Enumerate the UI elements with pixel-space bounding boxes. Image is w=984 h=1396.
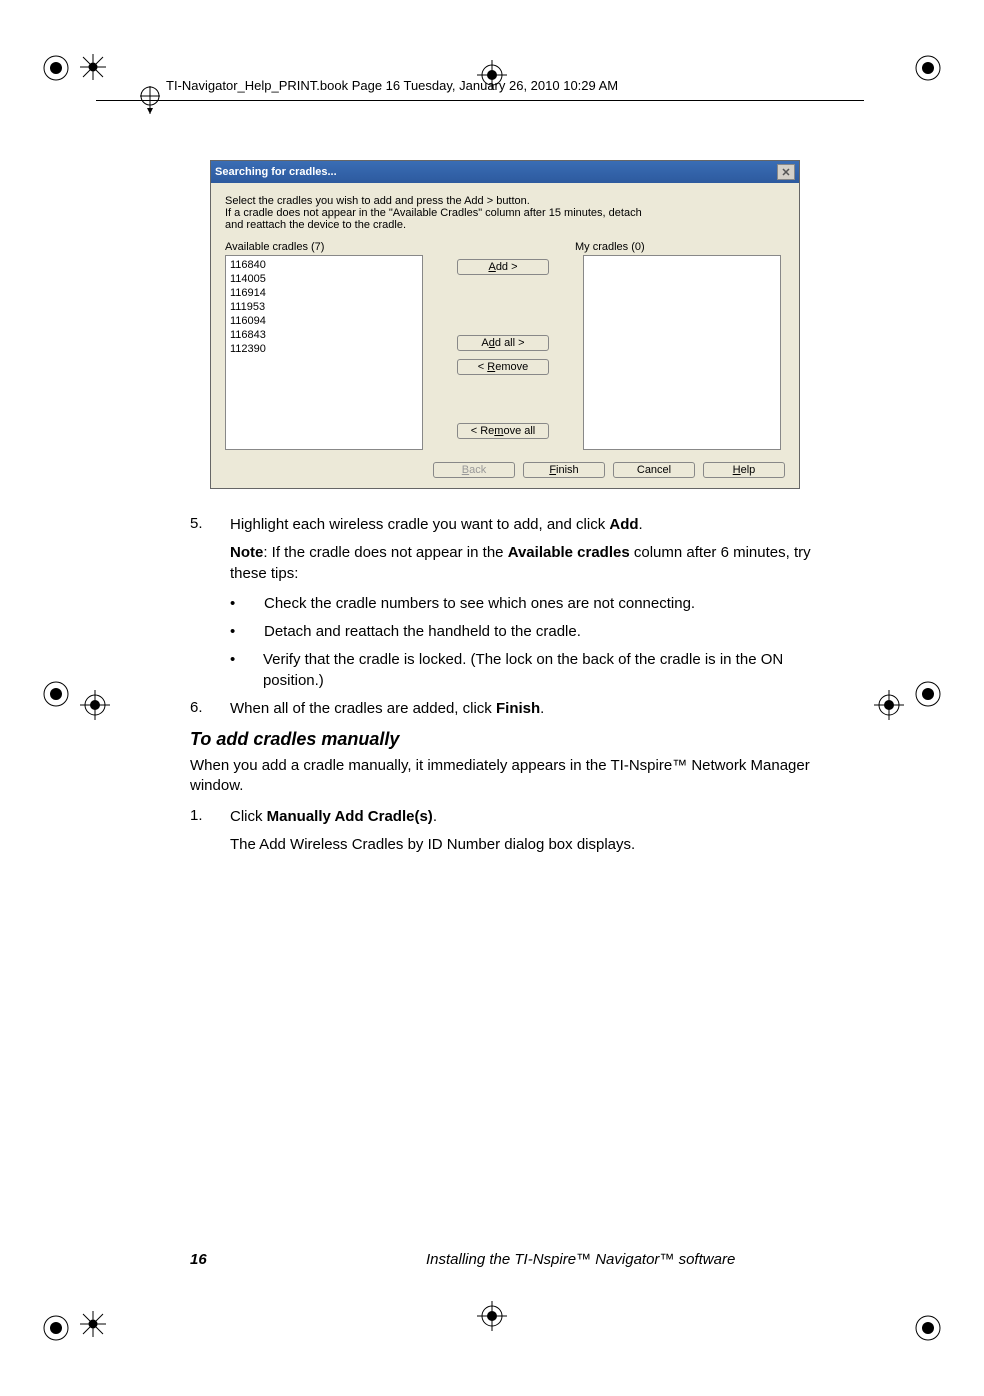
bullet-item: •Check the cradle numbers to see which o…	[230, 594, 830, 614]
dialog-titlebar: Searching for cradles... ✕	[211, 161, 799, 183]
add-all-button[interactable]: Add all >	[457, 335, 549, 351]
crosshair-left	[80, 690, 110, 725]
list-item[interactable]: 116914	[230, 286, 418, 300]
close-icon[interactable]: ✕	[777, 164, 795, 180]
registration-mark-bl	[42, 1314, 70, 1342]
list-item[interactable]: 111953	[230, 300, 418, 314]
body-paragraph: The Add Wireless Cradles by ID Number di…	[230, 835, 830, 855]
searching-dialog: Searching for cradles... ✕ Select the cr…	[210, 160, 800, 489]
list-item[interactable]: 116840	[230, 258, 418, 272]
note-paragraph: Note: If the cradle does not appear in t…	[230, 543, 830, 584]
header-arrow-icon	[138, 86, 162, 119]
cancel-button[interactable]: Cancel	[613, 462, 695, 478]
body-paragraph: When you add a cradle manually, it immed…	[190, 756, 830, 797]
registration-mark-tr	[914, 54, 942, 82]
footer-title: Installing the TI-Nspire™ Navigator™ sof…	[426, 1251, 735, 1268]
my-label: My cradles (0)	[575, 241, 645, 253]
step-number: 6.	[190, 699, 230, 719]
list-item[interactable]: 116094	[230, 314, 418, 328]
back-button: Back	[433, 462, 515, 478]
registration-mark-tl	[42, 54, 70, 82]
body-text-bold: Add	[609, 516, 638, 533]
registration-mark-br	[914, 1314, 942, 1342]
finish-button[interactable]: Finish	[523, 462, 605, 478]
list-item[interactable]: 116843	[230, 328, 418, 342]
available-label: Available cradles (7)	[225, 241, 445, 253]
list-item[interactable]: 114005	[230, 272, 418, 286]
list-item[interactable]: 112390	[230, 342, 418, 356]
step-5: 5. Highlight each wireless cradle you wa…	[190, 515, 830, 535]
print-header: TI-Navigator_Help_PRINT.book Page 16 Tue…	[166, 78, 618, 93]
page-number: 16	[190, 1251, 426, 1268]
step-number: 5.	[190, 515, 230, 535]
step-6: 6. When all of the cradles are added, cl…	[190, 699, 830, 719]
registration-mark-mr	[914, 680, 942, 708]
sunburst-mark-tl	[80, 54, 106, 85]
dialog-title: Searching for cradles...	[215, 166, 337, 178]
page-footer: 16 Installing the TI-Nspire™ Navigator™ …	[190, 1251, 830, 1268]
bullet-item: •Verify that the cradle is locked. (The …	[230, 650, 830, 691]
section-heading: To add cradles manually	[190, 729, 830, 750]
body-text: Highlight each wireless cradle you want …	[230, 516, 609, 533]
header-rule	[96, 100, 864, 101]
sunburst-mark-bl	[80, 1311, 106, 1342]
registration-mark-ml	[42, 680, 70, 708]
my-listbox[interactable]	[583, 255, 781, 450]
remove-all-button[interactable]: < Remove all	[457, 423, 549, 439]
help-button[interactable]: Help	[703, 462, 785, 478]
remove-button[interactable]: < Remove	[457, 359, 549, 375]
crosshair-right	[874, 690, 904, 725]
dialog-instructions: Select the cradles you wish to add and p…	[225, 195, 785, 231]
bullet-item: •Detach and reattach the handheld to the…	[230, 622, 830, 642]
crosshair-bottom	[477, 1301, 507, 1336]
add-button[interactable]: Add >	[457, 259, 549, 275]
available-listbox[interactable]: 116840 114005 116914 111953 116094 11684…	[225, 255, 423, 450]
step-1: 1. Click Manually Add Cradle(s).	[190, 807, 830, 827]
body-text: .	[639, 516, 643, 533]
step-number: 1.	[190, 807, 230, 827]
